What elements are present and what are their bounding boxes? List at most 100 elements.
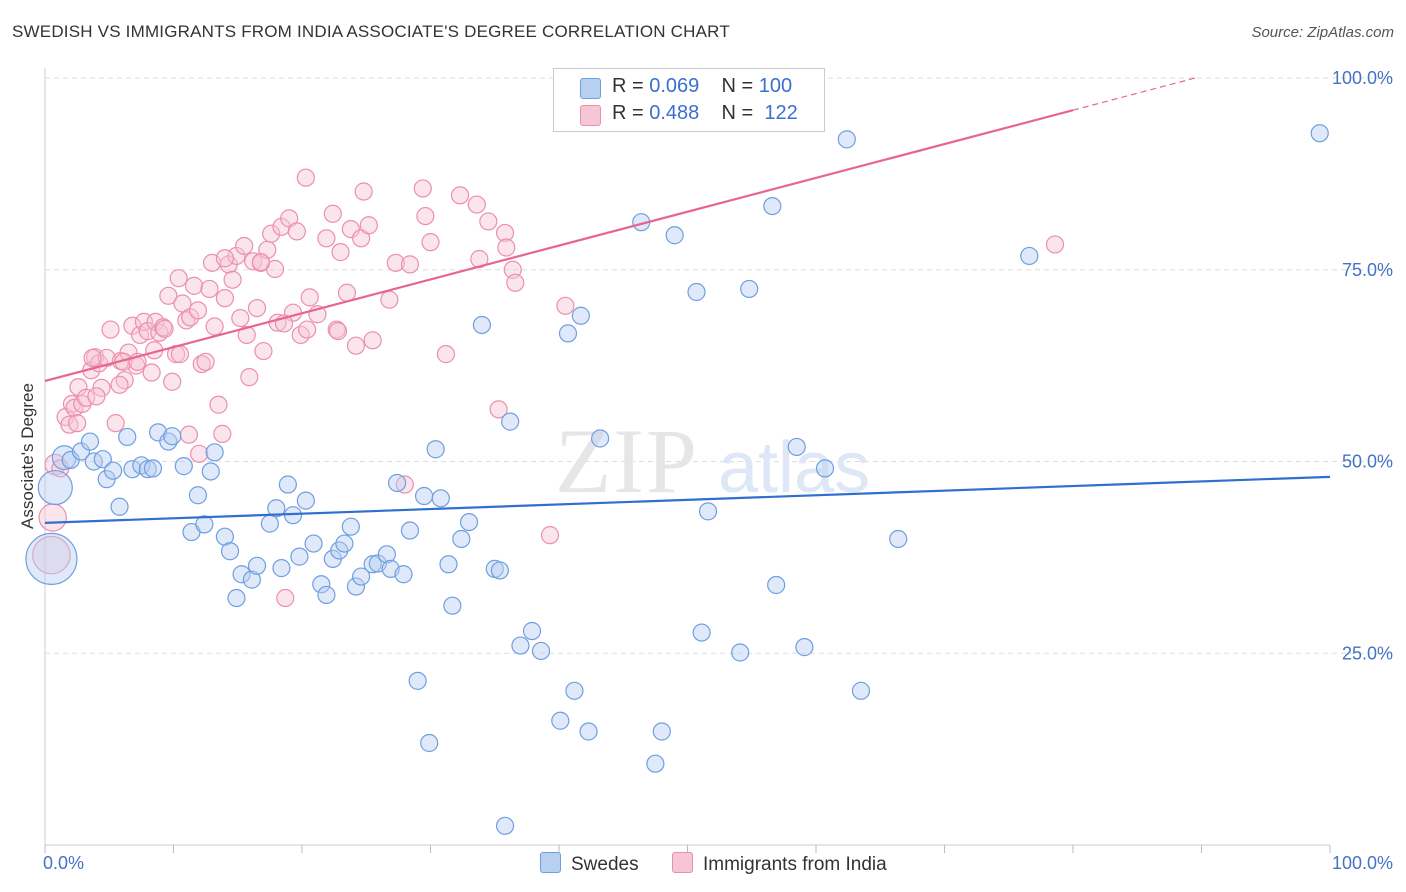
india-point [106, 414, 125, 433]
swedes-point [71, 442, 91, 461]
india-point [215, 289, 234, 308]
bottom-legend-swedes: Swedes [540, 852, 639, 876]
swedes-point [317, 585, 336, 605]
swedes-points [25, 124, 1329, 835]
swedes-point [571, 306, 590, 325]
swedes-point [495, 816, 515, 835]
india-point [251, 252, 270, 272]
swedes-point [591, 429, 610, 448]
swedes-point [104, 461, 123, 480]
y-tick-label: 75.0% [1342, 260, 1393, 280]
swedes-point [195, 515, 214, 534]
swedes-point [205, 443, 224, 462]
india-point [227, 246, 246, 266]
swedes-point [837, 130, 856, 149]
swedes-point [148, 423, 168, 442]
swedes-point [731, 643, 750, 662]
swedes-point [290, 547, 309, 566]
india-point [38, 503, 67, 532]
india-point [506, 273, 525, 292]
swedes-point [37, 469, 73, 506]
india-point [169, 269, 188, 288]
y-tick-label: 100.0% [1332, 68, 1393, 88]
india-point [323, 204, 342, 223]
swedes-point [787, 437, 806, 457]
swedes-point [352, 567, 371, 586]
swedes-point [400, 521, 420, 540]
swedes-point [646, 754, 665, 773]
india-point [163, 372, 182, 391]
india-point [416, 206, 435, 226]
swedes-point [93, 450, 112, 469]
india-point [413, 179, 432, 198]
swedes-point [118, 427, 137, 447]
swedes-point [795, 638, 814, 657]
india-point [395, 475, 414, 494]
swedes-point [431, 489, 450, 508]
swedes-point [452, 529, 471, 549]
india-point [254, 341, 273, 361]
india-point [497, 238, 516, 257]
swedes-point [346, 577, 366, 596]
swedes-point [220, 542, 240, 561]
swedes-point [815, 459, 835, 478]
swedes-point [426, 440, 445, 459]
swedes-point [377, 545, 396, 564]
trend-lines [44, 77, 1331, 524]
swedes-point [652, 722, 671, 741]
swedes-point [174, 457, 193, 476]
india-point [170, 345, 190, 364]
india-point [205, 317, 224, 336]
swedes-point [443, 596, 462, 615]
india-point [354, 182, 373, 201]
india-point [317, 229, 336, 248]
india-point [1045, 235, 1065, 254]
india-point [68, 414, 87, 433]
legend-swatch-pink [580, 105, 601, 126]
swedes-point [232, 565, 251, 584]
india-point [296, 168, 315, 187]
india-point [155, 319, 174, 338]
india-point [190, 444, 209, 463]
india-point [231, 308, 250, 328]
swedes-trend-line [44, 475, 1331, 524]
swedes-point [296, 491, 315, 510]
india-point [495, 223, 515, 243]
swedes-point [123, 460, 142, 479]
swedes-point [304, 534, 323, 553]
bottom-legend-india: Immigrants from India [672, 852, 887, 876]
india-point [287, 222, 306, 241]
india-trend-line [44, 109, 1074, 383]
india-point [196, 352, 215, 371]
swedes-point [889, 529, 908, 549]
india-point [359, 216, 378, 235]
swedes-point [247, 556, 267, 575]
swedes-point [227, 588, 246, 608]
india-point [223, 270, 242, 289]
india-point [181, 308, 200, 327]
legend-swatch-blue [580, 78, 601, 99]
swedes-point [763, 196, 782, 216]
india-point [179, 425, 199, 444]
swedes-point [394, 565, 413, 584]
swedes-point [740, 279, 759, 299]
swedes-point [420, 733, 439, 753]
india-point [235, 236, 254, 256]
india-point [363, 331, 382, 350]
legend-r-label: R = [612, 75, 650, 97]
legend-r-value: 0.069 [649, 75, 700, 97]
india-point [346, 336, 366, 355]
india-point [489, 400, 508, 419]
x-tick-label: 0.0% [43, 853, 84, 873]
legend-n-label: N = [721, 102, 759, 124]
swedes-point [501, 412, 520, 431]
axes [44, 68, 1331, 853]
swedes-point [459, 512, 479, 532]
india-point [101, 320, 120, 339]
swedes-point [1310, 124, 1329, 143]
india-point [209, 395, 228, 414]
swedes-point [490, 561, 509, 580]
india-point [467, 195, 486, 214]
india-point [436, 345, 456, 364]
